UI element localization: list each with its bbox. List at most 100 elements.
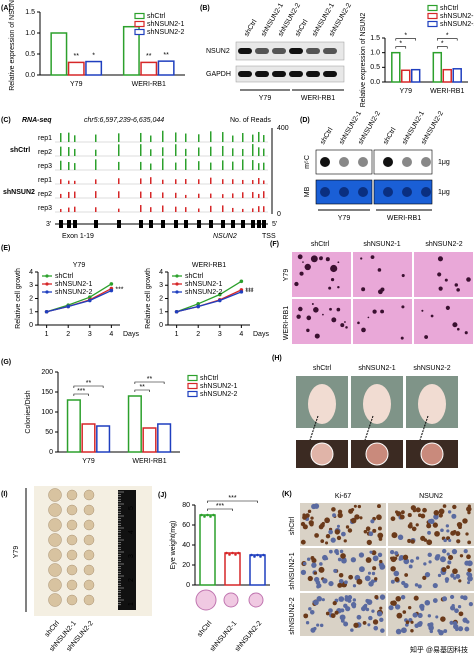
colony-image [292, 299, 351, 344]
exon [209, 220, 213, 228]
blot-band [255, 48, 269, 54]
y-tick-label: 0 [49, 449, 53, 456]
cell [447, 554, 454, 560]
bar [127, 395, 142, 453]
mouse [418, 384, 446, 424]
blot-dot [339, 157, 349, 167]
cell [451, 513, 457, 519]
coverage-peak [162, 147, 164, 156]
cell [407, 605, 412, 610]
cell [363, 603, 368, 608]
coverage-peak [150, 163, 152, 170]
eye-sample [83, 504, 95, 516]
coverage-peak [198, 208, 200, 212]
cell [429, 629, 434, 634]
coverage-peak [175, 144, 177, 156]
bar [81, 423, 96, 453]
coverage-peak [68, 191, 70, 198]
coverage-peak [263, 162, 265, 170]
exon [197, 220, 201, 228]
y-tick-label: 150 [41, 389, 53, 396]
blot-band [323, 71, 337, 77]
cell [462, 518, 468, 524]
cell [463, 548, 468, 554]
cell [450, 605, 456, 611]
group-label: shNSUN2 [3, 189, 35, 196]
end-label: 3' [46, 221, 51, 228]
cell [371, 550, 377, 556]
cell [467, 540, 472, 545]
cell [440, 616, 446, 622]
cell [338, 596, 345, 602]
cell [415, 507, 421, 513]
exon [257, 220, 261, 228]
legend-label: shNSUN2-1 [185, 281, 222, 288]
significance-bracket [207, 500, 258, 503]
ruler-number: 3 [128, 554, 135, 558]
colony [337, 285, 340, 289]
y-axis-label: Colonies/Dish [25, 390, 32, 433]
cell [318, 524, 324, 530]
cell [365, 557, 372, 563]
y-tick-label: 60 [182, 522, 190, 529]
significance: *** [115, 286, 123, 293]
legend-label: shNSUN2-2 [55, 289, 92, 296]
cell [354, 514, 360, 520]
cell [426, 523, 432, 529]
x-tick-label: Y79 [70, 81, 83, 88]
cell [379, 617, 384, 622]
data-dot [253, 555, 256, 558]
cell [400, 510, 405, 515]
coverage-peak [242, 159, 244, 170]
row-label: MB [304, 186, 311, 197]
coverage-peak [68, 147, 70, 156]
x-tick-label: 1 [45, 331, 49, 338]
cell [466, 560, 473, 567]
cell [377, 532, 384, 539]
blot-band [255, 71, 269, 77]
cell [459, 554, 464, 558]
eye-sample [48, 533, 62, 547]
lane-label: shCtrl [243, 18, 258, 38]
eye-sample [66, 504, 78, 516]
y-tick-label: 0.5 [370, 64, 380, 71]
y-axis-label: Relative cell growth [15, 268, 22, 329]
panel-letter: (D) [300, 117, 310, 124]
y-tick-label: 0.0 [370, 79, 380, 86]
cell [439, 509, 443, 513]
cell [332, 513, 337, 518]
colony [314, 333, 320, 339]
bar [157, 60, 175, 76]
cell [302, 513, 306, 517]
cell [332, 601, 337, 606]
ruler-number: 5 [128, 506, 135, 510]
cell [336, 535, 342, 541]
y-tick-label: 3 [29, 282, 33, 289]
y-tick-label: 2 [159, 295, 163, 302]
coverage-peak [258, 163, 260, 170]
x-tick-label: 3 [218, 331, 222, 338]
cell [310, 516, 314, 520]
colony [319, 256, 323, 261]
cell [401, 628, 405, 632]
bar [157, 423, 172, 453]
mouse [363, 384, 391, 424]
blot-dot [339, 187, 349, 197]
cell [368, 581, 374, 587]
blot-band [238, 48, 252, 54]
cell [427, 518, 433, 524]
colony [377, 268, 382, 272]
x-tick-label: WERI-RB1 [132, 458, 166, 465]
ihc-image [300, 503, 386, 546]
significance: ** [139, 384, 145, 391]
blot-dot [402, 187, 412, 197]
tissue-section [195, 589, 217, 611]
rep-label: rep2 [38, 191, 52, 198]
cell [390, 579, 395, 584]
x-tick-label: Y79 [400, 88, 413, 95]
col-label: shNSUN2-1 [363, 241, 400, 248]
cell [466, 554, 471, 560]
cell [400, 595, 406, 600]
coverage-peak [68, 180, 70, 184]
bar [199, 514, 216, 586]
